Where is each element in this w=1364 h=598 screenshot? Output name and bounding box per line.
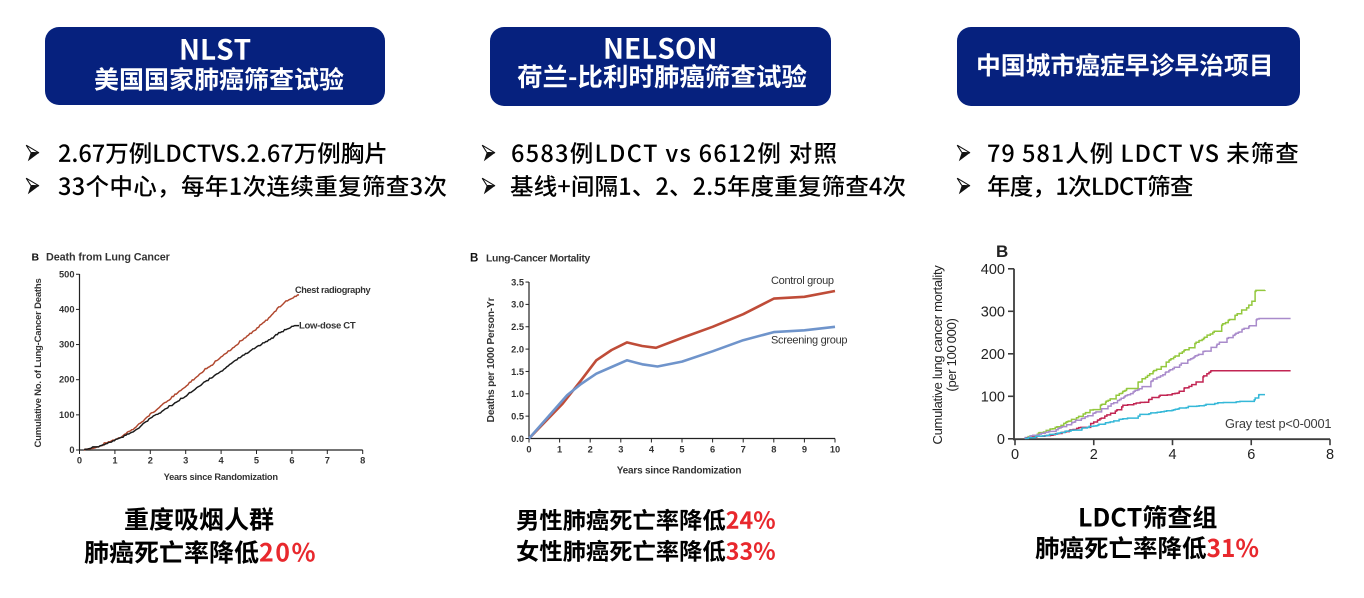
svg-text:1.5: 1.5 <box>511 367 524 377</box>
svg-text:5: 5 <box>254 456 259 466</box>
svg-text:Control group: Control group <box>771 275 834 287</box>
svg-text:400: 400 <box>981 262 1005 278</box>
svg-text:3.0: 3.0 <box>511 300 524 310</box>
svg-text:1.0: 1.0 <box>511 389 524 399</box>
svg-text:(per 100 000): (per 100 000) <box>944 318 959 391</box>
svg-text:8: 8 <box>1326 447 1334 463</box>
svg-text:4: 4 <box>649 444 655 454</box>
svg-text:0: 0 <box>1011 447 1019 463</box>
svg-text:Cumulative lung cancer mortali: Cumulative lung cancer mortality <box>930 265 945 445</box>
svg-text:8: 8 <box>360 456 365 466</box>
svg-text:Lung-Cancer Mortality: Lung-Cancer Mortality <box>486 254 590 265</box>
svg-text:2: 2 <box>1090 447 1098 463</box>
svg-text:B: B <box>996 242 1008 261</box>
svg-text:0: 0 <box>77 456 82 466</box>
svg-text:Death from Lung Cancer: Death from Lung Cancer <box>46 252 171 264</box>
svg-text:100: 100 <box>59 410 75 420</box>
svg-text:0: 0 <box>526 444 531 454</box>
svg-text:2.0: 2.0 <box>511 344 524 354</box>
svg-text:4: 4 <box>1168 447 1176 463</box>
svg-text:0.5: 0.5 <box>511 411 524 421</box>
svg-text:9: 9 <box>802 444 807 454</box>
svg-text:Low-dose CT: Low-dose CT <box>299 321 356 332</box>
svg-text:8: 8 <box>771 444 776 454</box>
svg-text:B: B <box>32 252 40 264</box>
svg-text:3: 3 <box>618 444 623 454</box>
svg-text:Years since Randomization: Years since Randomization <box>617 466 742 477</box>
svg-text:2.5: 2.5 <box>511 322 524 332</box>
svg-text:Deaths per 1000 Person-Yr: Deaths per 1000 Person-Yr <box>486 297 497 422</box>
svg-text:400: 400 <box>59 304 75 314</box>
svg-text:3.5: 3.5 <box>511 277 524 287</box>
svg-text:1: 1 <box>557 444 562 454</box>
svg-text:Years since Randomization: Years since Randomization <box>164 472 279 482</box>
svg-text:4: 4 <box>219 456 225 466</box>
svg-text:5: 5 <box>679 444 684 454</box>
svg-text:6: 6 <box>710 444 715 454</box>
svg-text:Gray test p<0-0001: Gray test p<0-0001 <box>1225 416 1331 431</box>
svg-text:2: 2 <box>148 456 153 466</box>
svg-text:1: 1 <box>112 456 117 466</box>
svg-text:2: 2 <box>588 444 593 454</box>
svg-text:7: 7 <box>741 444 746 454</box>
svg-text:10: 10 <box>830 444 840 454</box>
svg-text:B: B <box>470 253 478 265</box>
svg-text:6: 6 <box>289 456 294 466</box>
svg-text:300: 300 <box>59 340 75 350</box>
svg-text:0: 0 <box>997 432 1005 448</box>
svg-text:0: 0 <box>69 445 74 455</box>
svg-text:6: 6 <box>1247 447 1255 463</box>
svg-text:Chest radiography: Chest radiography <box>295 285 371 295</box>
svg-text:500: 500 <box>59 269 75 279</box>
svg-text:Screening group: Screening group <box>771 335 847 347</box>
svg-text:0.0: 0.0 <box>511 434 524 444</box>
svg-text:300: 300 <box>981 304 1005 320</box>
svg-text:3: 3 <box>183 456 188 466</box>
svg-text:200: 200 <box>981 347 1005 363</box>
svg-text:Cumulative No. of Lung-Cancer: Cumulative No. of Lung-Cancer Deaths <box>33 278 44 447</box>
svg-text:200: 200 <box>59 375 75 385</box>
svg-text:100: 100 <box>981 389 1005 405</box>
svg-text:7: 7 <box>325 456 330 466</box>
